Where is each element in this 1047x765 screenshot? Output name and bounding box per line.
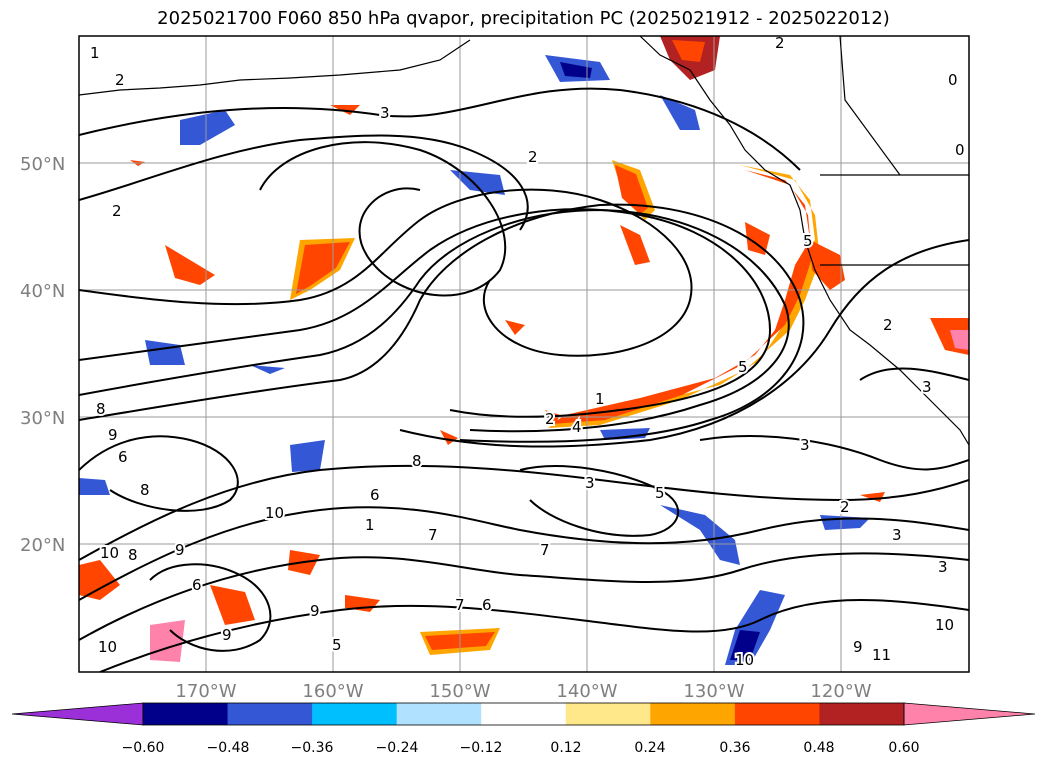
contour-label: 9: [108, 426, 118, 444]
colorbar-segment: [565, 703, 651, 725]
colorbar-extend-high: [903, 702, 1036, 726]
colorbar-segment: [650, 703, 736, 725]
contour-label: 0: [948, 71, 958, 89]
contour-label: 10: [100, 544, 119, 562]
contour-label: 9: [175, 541, 185, 559]
colorbar-segment: [481, 703, 567, 725]
contour-label: 2: [115, 71, 125, 89]
map-panel: 1 2 3 2 2 0 0 2 8 9 6 8 10 10 9 6 9 8 10…: [79, 34, 969, 672]
colorbar-segment: [227, 703, 313, 725]
colorbar-tick-label: 0.12: [550, 740, 581, 756]
colorbar-outline: [142, 702, 905, 726]
colorbar-tick-label: 0.24: [634, 740, 665, 756]
contour-label: 3: [585, 474, 595, 492]
contour-label: 1: [90, 44, 100, 62]
lon-tick-label: 120°W: [810, 681, 871, 702]
lat-tick-label: 30°N: [20, 408, 65, 429]
colorbar-tick-label: −0.48: [207, 740, 250, 756]
lat-tick-label: 20°N: [20, 535, 65, 556]
contour-label: 10: [98, 638, 117, 656]
latitude-tick-labels: 50°N 40°N 30°N 20°N: [20, 154, 65, 556]
qvapor-contours: [79, 87, 969, 672]
contour-label: 5: [803, 232, 813, 250]
contour-labels: 1 2 3 2 2 0 0 2 8 9 6 8 10 10 9 6 9 8 10…: [88, 34, 967, 671]
contour-label: 7: [455, 596, 465, 614]
contour-label: 6: [118, 448, 128, 466]
contour-label: 3: [892, 526, 902, 544]
colorbar-tick-label: −0.60: [122, 740, 165, 756]
colorbar-tick-labels: −0.60 −0.48 −0.36 −0.24 −0.12 0.12 0.24 …: [122, 740, 920, 756]
colorbar-tick-label: 0.48: [803, 740, 834, 756]
colorbar-segment: [734, 703, 820, 725]
contour-label: 8: [128, 546, 138, 564]
map-frame: [78, 35, 970, 673]
contour-label: 8: [96, 400, 106, 418]
contour-label: 2: [112, 202, 122, 220]
contour-label: 7: [540, 541, 550, 559]
contour-label: 6: [482, 596, 492, 614]
contour-label: 5: [738, 358, 748, 376]
contour-label: 2: [545, 410, 555, 428]
colorbar-tick-label: −0.36: [291, 740, 334, 756]
longitude-tick-labels: 170°W 160°W 150°W 140°W 130°W 120°W: [175, 681, 871, 702]
lon-tick-label: 150°W: [429, 681, 490, 702]
contour-label: 1: [595, 390, 605, 408]
map-title: 2025021700 F060 850 hPa qvapor, precipit…: [157, 8, 890, 29]
contour-label: 10: [735, 651, 754, 669]
lon-tick-label: 170°W: [175, 681, 236, 702]
colorbar-tick-label: −0.12: [460, 740, 503, 756]
colorbar-extend-low: [11, 702, 144, 726]
contour-label: 3: [938, 558, 948, 576]
colorbar-segment: [143, 703, 229, 725]
contour-label: 3: [922, 378, 932, 396]
contour-label: 6: [192, 576, 202, 594]
colorbar-segment: [396, 703, 482, 725]
contour-label: 9: [853, 638, 863, 656]
colorbar-tick-label: −0.24: [376, 740, 419, 756]
contour-label: 8: [412, 452, 422, 470]
contour-label: 2: [775, 34, 785, 52]
contour-label: 0: [955, 141, 965, 159]
contour-label: 8: [140, 481, 150, 499]
contour-label: 5: [332, 636, 342, 654]
colorbar-tick-label: 0.60: [888, 740, 919, 756]
contour-label: 6: [370, 486, 380, 504]
contour-label: 2: [883, 316, 893, 334]
lat-tick-label: 40°N: [20, 281, 65, 302]
contour-label: 4: [572, 418, 582, 436]
contour-label: 2: [528, 148, 538, 166]
contour-label: 2: [840, 498, 850, 516]
contour-label: 9: [222, 626, 232, 644]
contour-label: 9: [310, 602, 320, 620]
coastline: [79, 36, 969, 446]
colorbar-tick-label: 0.36: [719, 740, 750, 756]
lon-tick-label: 130°W: [683, 681, 744, 702]
contour-label: 10: [265, 504, 284, 522]
colorbar: [11, 702, 1036, 726]
contour-label: 3: [800, 436, 810, 454]
colorbar-segment: [312, 703, 398, 725]
lat-tick-label: 50°N: [20, 154, 65, 175]
lon-tick-label: 160°W: [302, 681, 363, 702]
contour-label: 5: [655, 484, 665, 502]
lon-tick-label: 140°W: [556, 681, 617, 702]
colorbar-segment: [819, 703, 905, 725]
contour-label: 7: [428, 526, 438, 544]
contour-label: 10: [935, 616, 954, 634]
contour-label: 11: [872, 646, 891, 664]
contour-label: 1: [365, 516, 375, 534]
contour-label: 3: [380, 104, 390, 122]
